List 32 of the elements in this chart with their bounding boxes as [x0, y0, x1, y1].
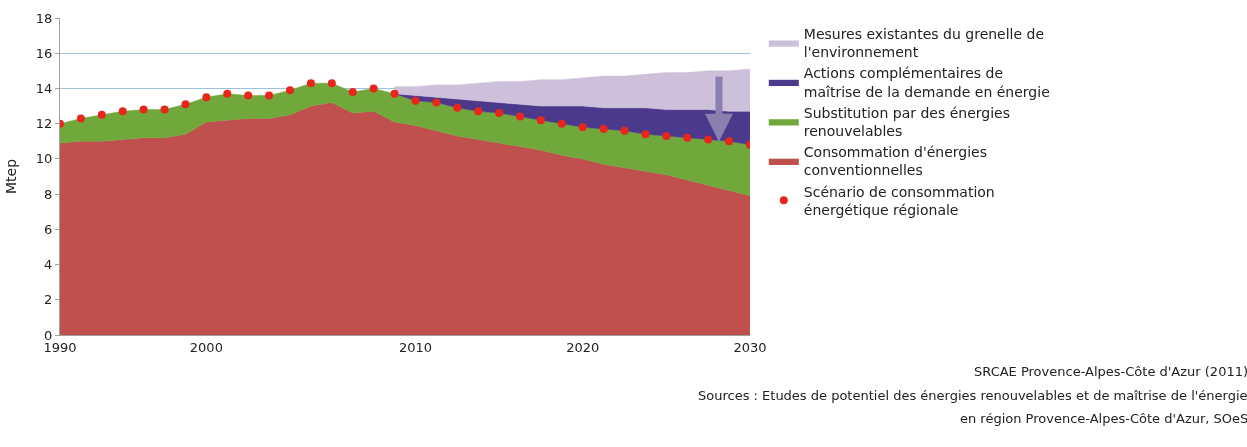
y-tick-label: 2 [44, 292, 53, 308]
y-tick-label: 16 [35, 45, 53, 61]
legend-label: Consommation d'énergies conventionnelles [803, 144, 988, 179]
x-tick-label: 2010 [398, 339, 432, 355]
legend-label: Mesures existantes du grenelle de l'environnement [803, 26, 1045, 61]
legend-label: Substitution par des énergies renouvelables [803, 104, 1010, 140]
x-tick-label: 2030 [733, 339, 767, 355]
point [244, 91, 253, 100]
point [202, 93, 211, 102]
y-axis-title: Mtep [3, 158, 20, 195]
point [390, 89, 399, 98]
y-tick-label: 4 [44, 257, 53, 273]
point [286, 86, 294, 95]
point [369, 84, 378, 93]
y-tick-label: 12 [35, 116, 53, 132]
y-tick-label: 18 [35, 10, 53, 26]
legend-label: Actions complémentaires de maîtrise de la demande en énergie [803, 65, 1050, 100]
text: SRCAE Provence-Alpes-Côte d'Azur (2011) [974, 364, 1247, 379]
point [265, 91, 274, 100]
x-tick-label: 2020 [566, 339, 600, 355]
point [327, 79, 336, 88]
text: en région Provence-Alpes-Côte d'Azur, SOeS [960, 411, 1247, 426]
source-note: Sources : Etudes de potentiel des énergies renouvelables et de maîtrise de l'énergie [698, 388, 1247, 403]
legend-label: Scénario de consommation énergétique régionale [803, 183, 995, 218]
y-tick-label: 8 [44, 186, 53, 202]
x-tick-label: 2000 [189, 339, 223, 355]
point [348, 87, 357, 96]
point [223, 89, 232, 98]
y-tick-label: 6 [44, 221, 53, 237]
point [306, 79, 315, 88]
y-tick-label: 10 [35, 151, 53, 167]
y-tick-label: 14 [35, 80, 53, 96]
